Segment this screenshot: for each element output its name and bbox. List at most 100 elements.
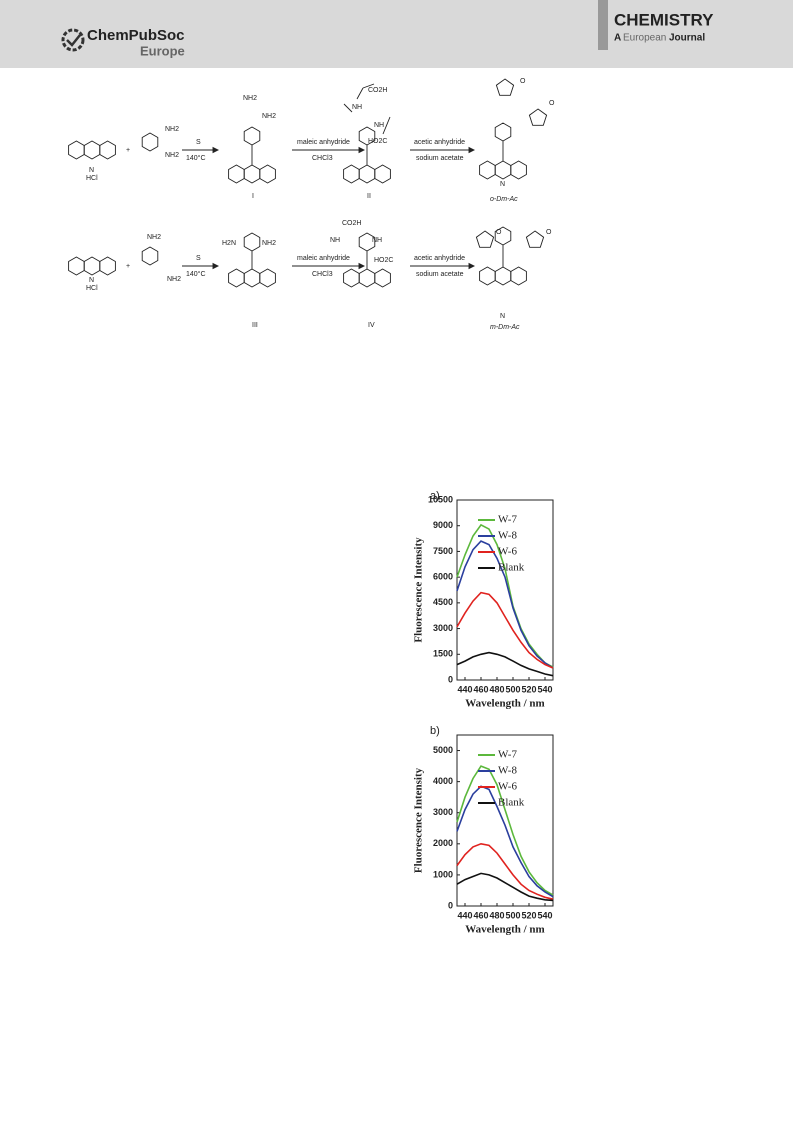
panel-label: b) [430, 725, 440, 737]
arrow-head [212, 262, 220, 270]
label: O [496, 229, 502, 236]
journal-sub: Journal [669, 33, 705, 44]
label: N [89, 277, 94, 284]
x-tick-label: 500 [505, 910, 520, 920]
y-tick-label: 4000 [433, 776, 453, 786]
ring [99, 140, 116, 160]
ring [528, 108, 548, 126]
arrow-head [212, 146, 220, 154]
brand-sub: Europe [140, 43, 185, 58]
ring [228, 268, 245, 288]
label: H2N [222, 240, 236, 247]
y-tick-label: 2000 [433, 838, 453, 848]
data-line [456, 785, 554, 898]
y-tick-label: 1500 [433, 649, 453, 659]
legend-label: Blank [498, 797, 525, 809]
x-tick-label: 520 [521, 910, 536, 920]
x-tick-label: 460 [473, 684, 488, 694]
y-tick-label: 1000 [433, 869, 453, 879]
ring [494, 122, 512, 142]
label: maleic anhydride [297, 255, 350, 262]
ring [479, 160, 496, 180]
label: NH [372, 237, 382, 244]
x-axis-label: Wavelength / nm [465, 698, 544, 710]
label: NH2 [262, 113, 276, 120]
label: O [549, 100, 555, 107]
ring [243, 126, 261, 146]
y-axis-label: Fluorescence Intensity [413, 537, 425, 643]
plot-frame [456, 499, 554, 681]
label: NH [352, 104, 362, 111]
label: o-Dm-Ac [490, 196, 518, 203]
ring [83, 256, 101, 276]
ring [141, 132, 159, 152]
chart: b) 0 1000 2000 3000 4000 5000 440 460 480 500 520 54… [413, 725, 554, 936]
label: NH [374, 122, 384, 129]
ring [358, 268, 376, 288]
legend-label: W-8 [498, 765, 517, 777]
legend-label: W-6 [498, 781, 517, 793]
ring [343, 268, 360, 288]
ring [374, 164, 391, 184]
brand: ChemPubSoc [87, 27, 185, 44]
x-tick-label: 480 [489, 910, 504, 920]
x-tick-label: 540 [537, 684, 552, 694]
ring [83, 140, 101, 160]
label: S [196, 139, 201, 146]
label: HCl [86, 285, 98, 292]
data-line [456, 591, 554, 669]
panel-label: a) [430, 490, 440, 502]
label: NH2 [147, 234, 161, 241]
label: HO2C [374, 257, 393, 264]
ring [494, 266, 512, 286]
x-tick-label: 480 [489, 684, 504, 694]
journal: CHEMISTRY [614, 10, 714, 29]
y-tick-label: 6000 [433, 572, 453, 582]
y-axis-label: Fluorescence Intensity [413, 767, 425, 873]
label: m-Dm-Ac [490, 324, 520, 331]
legend-label: W-6 [498, 546, 517, 558]
label: CO2H [342, 220, 361, 227]
label: N [500, 313, 505, 320]
journal-bar [598, 0, 608, 50]
label: HO2C [368, 138, 387, 145]
x-tick-label: 440 [457, 684, 472, 694]
ring [525, 230, 545, 248]
label: NH [330, 237, 340, 244]
label: CO2H [368, 87, 387, 94]
label: maleic anhydride [297, 139, 350, 146]
ring [243, 268, 261, 288]
ring [343, 164, 360, 184]
legend-label: W-7 [498, 749, 517, 761]
y-tick-label: 7500 [433, 546, 453, 556]
label: N [89, 167, 94, 174]
legend-label: Blank [498, 562, 525, 574]
label: CHCl3 [312, 155, 333, 162]
data-line [456, 540, 554, 669]
x-tick-label: 440 [457, 910, 472, 920]
label: + [126, 147, 130, 154]
y-tick-label: 3000 [433, 623, 453, 633]
label: NH2 [165, 126, 179, 133]
ring [479, 266, 496, 286]
ring [228, 164, 245, 184]
x-tick-label: 520 [521, 684, 536, 694]
ring [259, 164, 276, 184]
data-line [456, 765, 554, 896]
label: IV [368, 322, 375, 329]
label: O [520, 78, 526, 85]
y-tick-label: 9000 [433, 520, 453, 530]
arrow-head [358, 262, 366, 270]
ring [259, 268, 276, 288]
label: CHCl3 [312, 271, 333, 278]
legend-label: W-7 [498, 514, 517, 526]
x-tick-label: 500 [505, 684, 520, 694]
label: acetic anhydride [414, 255, 465, 262]
label: S [196, 255, 201, 262]
label: 140°C [186, 270, 206, 278]
label: II [367, 193, 371, 200]
ring [243, 164, 261, 184]
scheme-labels: HCl N + NH2 NH2 S 140°C NH2 NH2 I maleic… [86, 78, 555, 331]
